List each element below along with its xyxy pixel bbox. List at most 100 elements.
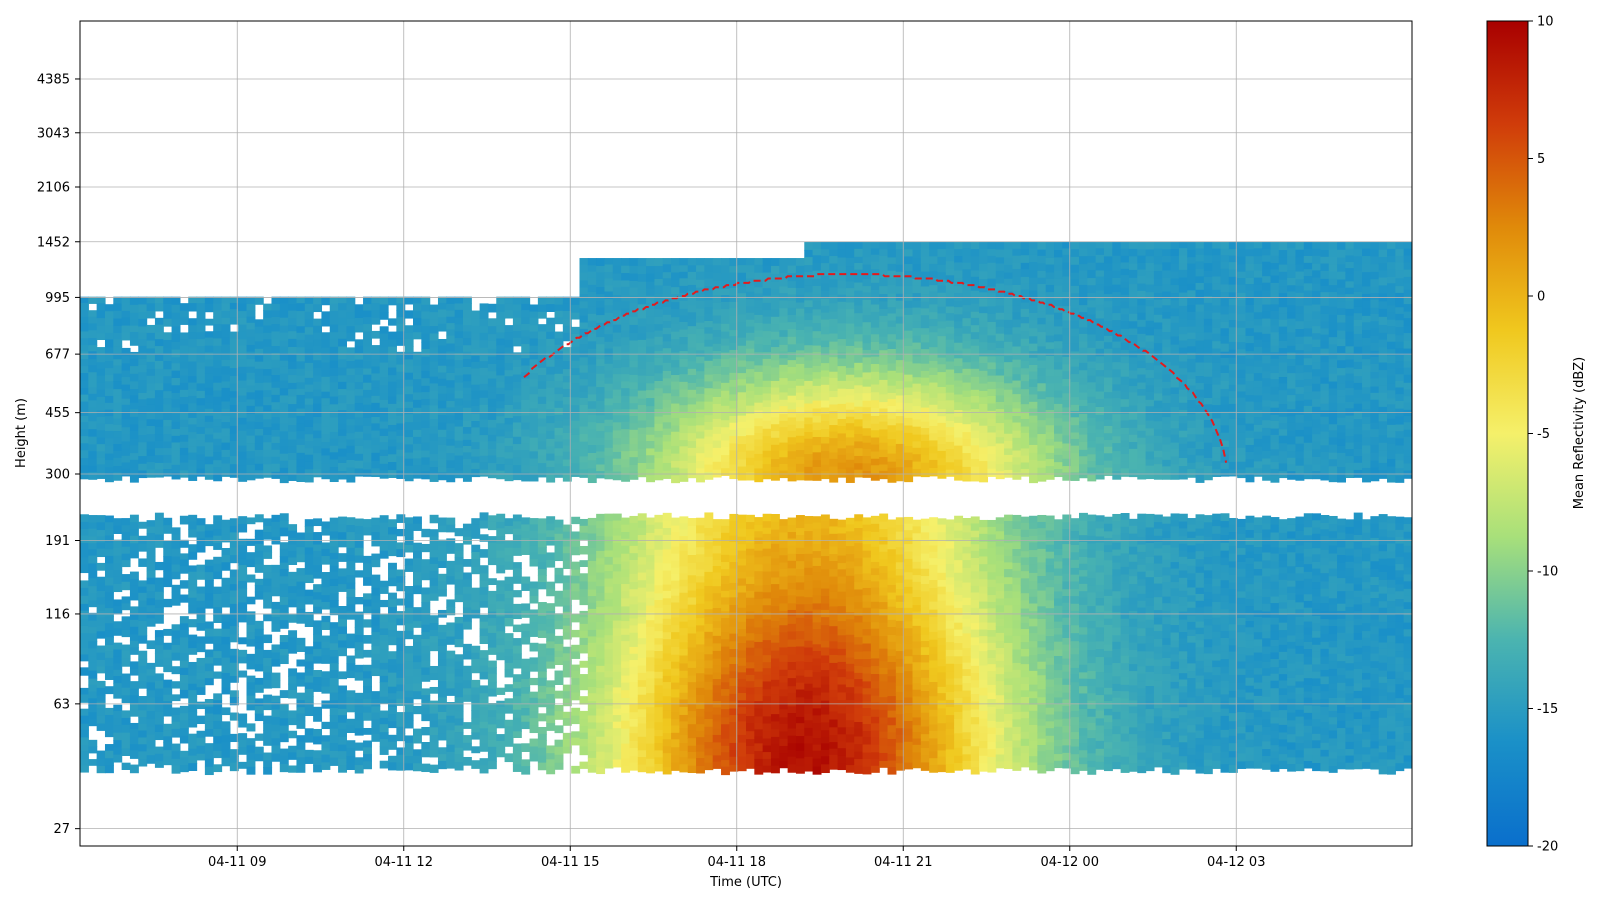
heatmap-cell — [679, 536, 689, 545]
heatmap-cell — [596, 415, 606, 424]
heatmap-cell — [629, 429, 639, 439]
heatmap-cell — [571, 312, 581, 320]
heatmap-cell — [746, 674, 755, 682]
heatmap-cell — [621, 553, 631, 563]
heatmap-cell — [288, 614, 298, 623]
heatmap-cell — [288, 683, 298, 691]
heatmap-cell — [296, 423, 306, 432]
heatmap-cell — [596, 471, 606, 479]
heatmap-cell — [537, 324, 547, 333]
heatmap-cell — [329, 757, 339, 766]
heatmap-cell — [121, 419, 131, 428]
heatmap-cell — [321, 678, 331, 688]
heatmap-cell — [213, 360, 223, 369]
heatmap-cell — [246, 359, 256, 368]
heatmap-cell — [213, 720, 223, 730]
heatmap-cell — [479, 728, 489, 736]
heatmap-cell — [179, 332, 189, 340]
heatmap-cell — [213, 452, 223, 461]
heatmap-cell — [795, 582, 805, 591]
heatmap-cell — [179, 720, 189, 729]
heatmap-cell — [196, 354, 206, 363]
heatmap-cell — [537, 375, 547, 382]
heatmap-cell — [696, 279, 705, 289]
heatmap-cell — [762, 393, 772, 401]
heatmap-cell — [471, 333, 481, 341]
heatmap-cell — [712, 692, 722, 702]
heatmap-cell — [746, 760, 755, 769]
heatmap-cell — [637, 594, 647, 604]
heatmap-cell — [363, 368, 372, 376]
heatmap-cell — [96, 617, 106, 626]
heatmap-cell — [171, 472, 181, 480]
heatmap-cell — [213, 643, 223, 652]
heatmap-cell — [704, 762, 714, 771]
heatmap-cell — [437, 352, 447, 360]
heatmap-cell — [329, 715, 339, 723]
heatmap-cell — [512, 547, 522, 556]
heatmap-cell — [338, 751, 347, 760]
heatmap-cell — [687, 745, 697, 753]
heatmap-cell — [246, 372, 256, 380]
heatmap-cell — [662, 661, 672, 670]
heatmap-cell — [296, 644, 306, 652]
heatmap-cell — [313, 438, 323, 447]
heatmap-cell — [288, 592, 298, 601]
heatmap-cell — [746, 535, 755, 544]
heatmap-cell — [188, 376, 198, 384]
heatmap-cell — [138, 304, 148, 313]
heatmap-cell — [271, 587, 281, 597]
heatmap-cell — [754, 679, 764, 688]
heatmap-cell — [404, 756, 414, 765]
heatmap-cell — [188, 347, 198, 356]
heatmap-cell — [779, 457, 789, 465]
heatmap-cell — [671, 445, 680, 455]
heatmap-cell — [737, 693, 747, 701]
heatmap-cell — [562, 711, 572, 719]
heatmap-cell — [579, 710, 589, 720]
heatmap-cell — [496, 436, 506, 444]
heatmap-cell — [637, 658, 647, 667]
heatmap-cell — [404, 630, 414, 640]
heatmap-cell — [246, 688, 256, 697]
heatmap-cell — [429, 440, 439, 449]
heatmap-cell — [296, 452, 306, 461]
heatmap-cell — [146, 354, 156, 363]
heatmap-cell — [129, 312, 139, 320]
heatmap-cell — [546, 687, 556, 695]
heatmap-cell — [246, 405, 256, 415]
heatmap-cell — [471, 524, 481, 533]
heatmap-cell — [296, 679, 306, 687]
heatmap-cell — [446, 316, 456, 324]
heatmap-cell — [521, 583, 531, 591]
heatmap-cell — [737, 678, 747, 688]
heatmap-cell — [354, 468, 364, 477]
heatmap-cell — [371, 617, 381, 627]
heatmap-cell — [579, 412, 589, 420]
heatmap-cell — [621, 569, 631, 578]
heatmap-cell — [329, 722, 339, 730]
heatmap-cell — [121, 518, 131, 526]
heatmap-cell — [413, 471, 422, 479]
heatmap-cell — [454, 725, 464, 733]
heatmap-cell — [746, 529, 755, 537]
heatmap-cell — [529, 704, 539, 712]
heatmap-cell — [263, 564, 273, 573]
heatmap-cell — [612, 332, 622, 340]
heatmap-cell — [654, 658, 664, 666]
heatmap-cell — [437, 573, 447, 583]
heatmap-cell — [562, 303, 572, 312]
heatmap-cell — [229, 411, 239, 419]
heatmap-cell — [662, 441, 672, 450]
heatmap-cell — [546, 552, 556, 561]
heatmap-cell — [637, 743, 647, 751]
heatmap-cell — [579, 404, 589, 413]
heatmap-cell — [654, 562, 664, 572]
heatmap-cell — [179, 426, 189, 436]
heatmap-cell — [737, 385, 747, 393]
heatmap-cell — [354, 359, 364, 369]
heatmap-cell — [429, 549, 439, 558]
heatmap-cell — [421, 370, 431, 379]
heatmap-cell — [421, 660, 431, 669]
heatmap-cell — [379, 312, 389, 320]
